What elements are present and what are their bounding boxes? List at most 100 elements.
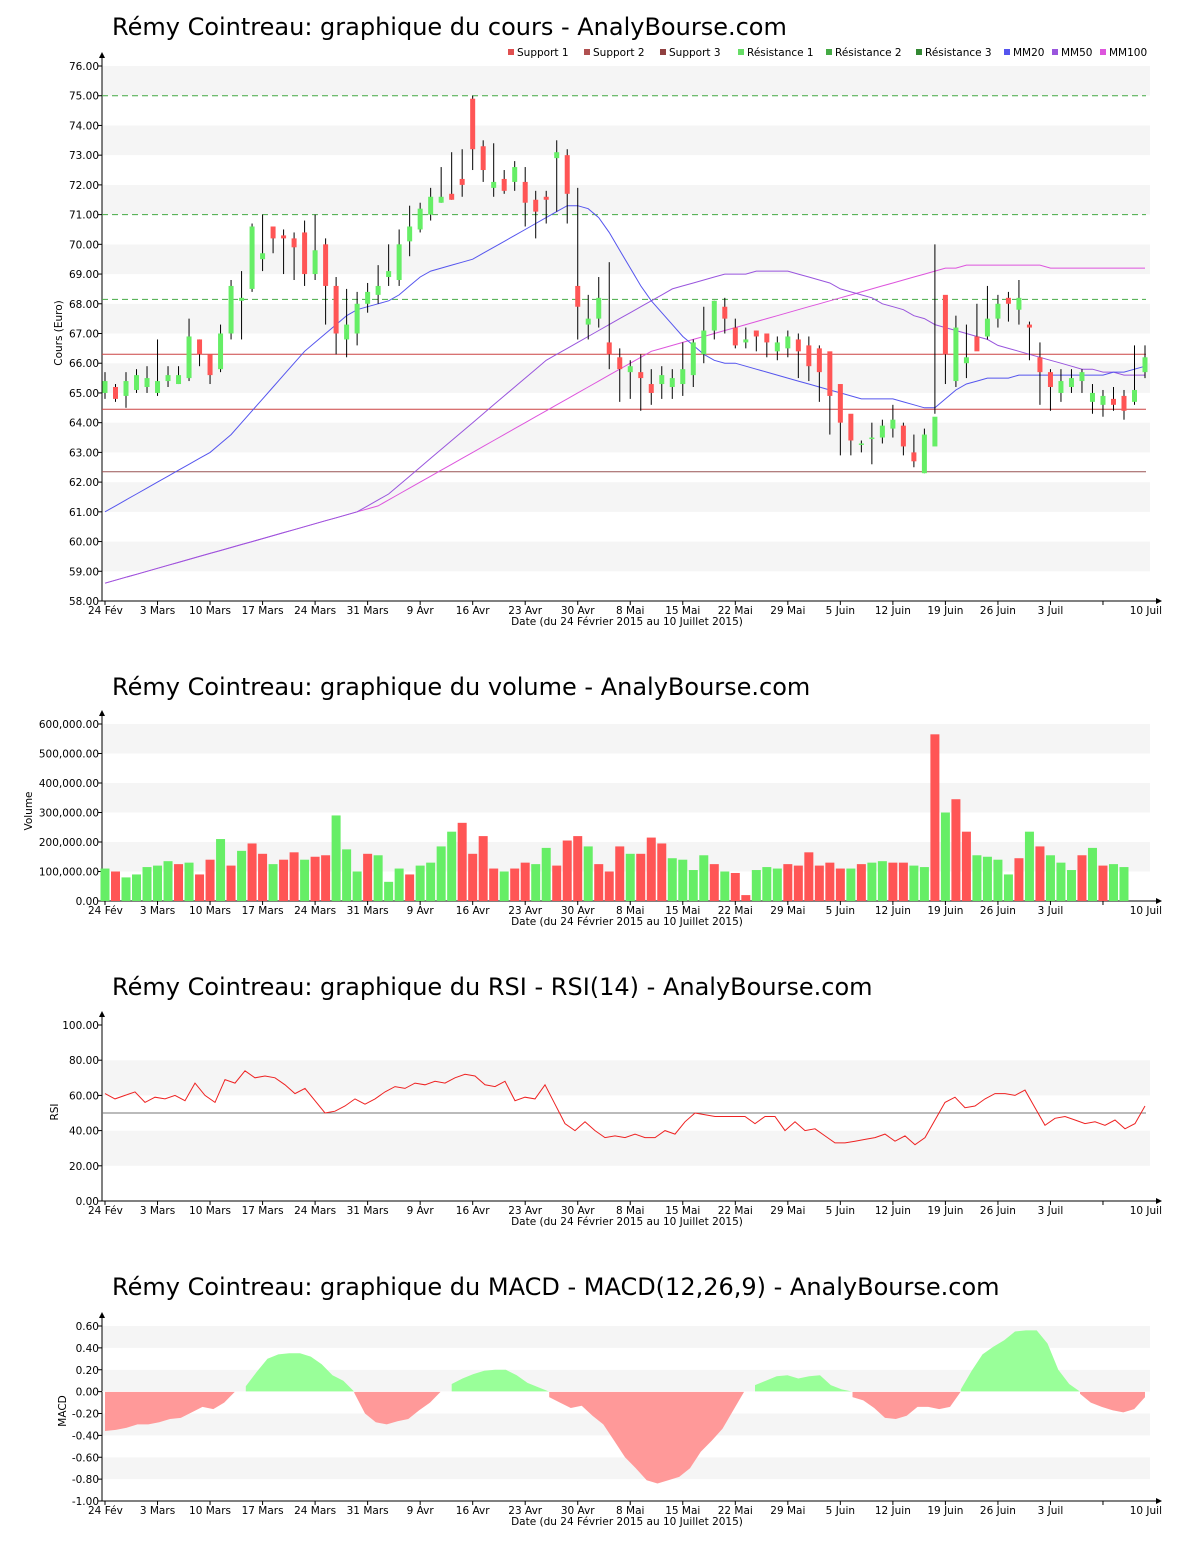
candle-body (302, 232, 308, 275)
price-x-tick-label: 10 Mars (189, 605, 231, 617)
candle-body (218, 333, 224, 370)
volume-bar (783, 864, 793, 901)
volume-x-tick-label: 10 Juil (1130, 905, 1162, 917)
price-y-axis-label: Cours (Euro) (53, 300, 65, 366)
volume-bar (594, 864, 604, 901)
macd-x-tick-label: 26 Juin (980, 1505, 1016, 1517)
volume-bar (825, 862, 835, 901)
volume-bar (972, 855, 982, 901)
macd-y-arrow (99, 1312, 105, 1318)
candle-body (890, 419, 896, 429)
rsi-x-arrow (1156, 1198, 1162, 1204)
volume-y-tick-label: 0.00 (76, 896, 99, 908)
volume-bar (751, 870, 761, 901)
rsi-y-tick-label: 0.00 (76, 1196, 99, 1208)
macd-y-axis-label: MACD (57, 1395, 69, 1426)
macd-x-tick-label: 5 Juin (826, 1505, 855, 1517)
volume-x-tick-label: 31 Mars (347, 905, 389, 917)
price-y-tick-label: 72.00 (69, 180, 99, 192)
candle-body (953, 327, 959, 382)
volume-bar (835, 868, 845, 901)
volume-bar (877, 861, 887, 901)
macd-y-tick-label: 0.00 (76, 1387, 99, 1399)
volume-bar (909, 865, 919, 901)
volume-y-tick-label: 500,000.00 (39, 749, 99, 761)
volume-bar (447, 831, 457, 901)
candle-body (617, 357, 623, 370)
price-band (102, 422, 1150, 453)
volume-bar (153, 865, 163, 901)
rsi-y-tick-label: 40.00 (69, 1126, 99, 1138)
volume-bar (405, 874, 415, 901)
volume-bar (646, 837, 656, 901)
volume-bar (163, 861, 173, 901)
macd-x-tick-label: 3 Mars (140, 1505, 175, 1517)
macd-x-tick-label: 24 Fév (88, 1505, 123, 1517)
volume-bar (468, 853, 478, 901)
volume-bar (867, 862, 877, 901)
volume-bar (100, 868, 110, 901)
macd-y-tick-label: 0.60 (76, 1321, 99, 1333)
volume-bar (415, 865, 425, 901)
candle-body (627, 366, 633, 373)
rsi-chart: 0.00 20.00 40.00 60.00 80.00 100.00 24 Fév 3 Ma… (62, 1011, 1162, 1217)
macd-x-tick-label: 23 Avr (508, 1505, 542, 1517)
candle-body (680, 369, 686, 385)
macd-chart: -1.00 -0.80 -0.60 -0.40 -0.20 0.00 0.20 0.40 0.6… (72, 1312, 1162, 1517)
price-y-tick-label: 63.00 (69, 447, 99, 459)
legend-label: Résistance 2 (835, 47, 902, 59)
rsi-x-tick-label: 31 Mars (347, 1205, 389, 1217)
candle-body (869, 437, 875, 440)
macd-y-tick-label: -0.80 (72, 1474, 99, 1486)
volume-band (102, 812, 1150, 842)
volume-bar (216, 839, 226, 901)
price-y-tick-label: 73.00 (69, 150, 99, 162)
macd-positive-area (451, 1369, 550, 1392)
volume-y-tick-label: 300,000.00 (39, 808, 99, 820)
price-y-tick-label: 60.00 (69, 537, 99, 549)
candle-body (606, 342, 612, 355)
volume-x-tick-label: 24 Fév (88, 905, 123, 917)
rsi-y-tick-label: 80.00 (69, 1055, 99, 1067)
price-y-tick-label: 69.00 (69, 269, 99, 281)
macd-band (102, 1457, 1150, 1480)
candle-body (774, 342, 780, 352)
candle-body (165, 375, 171, 382)
volume-bar (394, 868, 404, 901)
candle-body (911, 452, 917, 462)
candle-body (1100, 395, 1106, 405)
rsi-chart-title: Rémy Cointreau: graphique du RSI - RSI(1… (112, 973, 873, 1001)
candle-body (921, 434, 927, 474)
volume-band (102, 753, 1150, 783)
candle-body (354, 303, 360, 334)
price-x-tick-label: 26 Juin (980, 605, 1016, 617)
volume-bar (478, 836, 488, 901)
price-y-tick-label: 59.00 (69, 566, 99, 578)
rsi-y-arrow (99, 1011, 105, 1017)
candle-body (701, 330, 707, 355)
volume-x-tick-label: 8 Mai (616, 905, 644, 917)
volume-y-tick-label: 200,000.00 (39, 837, 99, 849)
volume-bar (258, 853, 268, 901)
candle-body (984, 318, 990, 337)
volume-bar (804, 852, 814, 901)
candle-body (848, 413, 854, 441)
candle-body (575, 285, 581, 307)
volume-bar (846, 868, 856, 901)
volume-y-axis-label: Volume (23, 791, 35, 830)
price-band (102, 392, 1150, 423)
candle-body (1068, 378, 1074, 387)
candle-body (491, 181, 497, 188)
volume-bar (982, 856, 992, 901)
legend-label: MM100 (1109, 47, 1147, 59)
volume-bar (1077, 855, 1087, 901)
price-y-tick-label: 74.00 (69, 120, 99, 132)
candle-body (197, 339, 203, 355)
candle-body (585, 318, 591, 325)
macd-negative-area (105, 1391, 246, 1431)
volume-bar (174, 864, 184, 901)
candle-body (1110, 398, 1116, 405)
rsi-band (102, 1025, 1150, 1061)
volume-x-tick-label: 26 Juin (980, 905, 1016, 917)
price-x-tick-label: 10 Juil (1130, 605, 1162, 617)
